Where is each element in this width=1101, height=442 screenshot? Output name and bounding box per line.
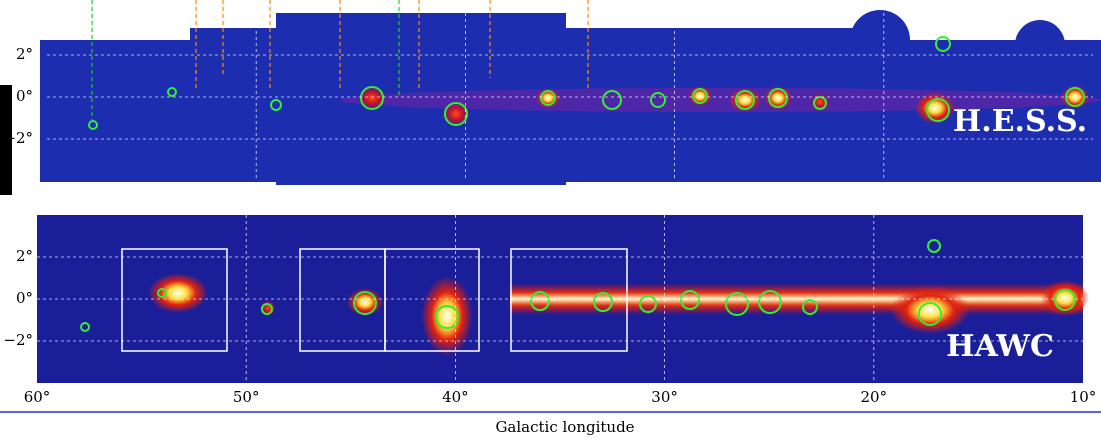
y-tick-label: −2°: [3, 129, 33, 147]
side-bar: [0, 85, 12, 195]
x-tick-label: 60°: [24, 388, 51, 406]
x-tick-label: 10°: [1070, 388, 1097, 406]
x-tick-label: 30°: [651, 388, 678, 406]
y-tick-label: 2°: [16, 45, 33, 63]
detector-label: H.E.S.S.: [953, 104, 1087, 139]
x-tick-label: 20°: [861, 388, 888, 406]
y-tick-label: 0°: [16, 87, 33, 105]
detector-label: HAWC: [946, 329, 1054, 364]
x-tick-label: 40°: [442, 388, 469, 406]
y-tick-label: −2°: [3, 331, 33, 349]
x-tick-label: 50°: [233, 388, 260, 406]
x-axis-title: Galactic longitude: [495, 418, 634, 436]
hess-map: [40, 0, 1101, 185]
y-tick-label: 2°: [16, 247, 33, 265]
y-tick-label: 0°: [16, 289, 33, 307]
